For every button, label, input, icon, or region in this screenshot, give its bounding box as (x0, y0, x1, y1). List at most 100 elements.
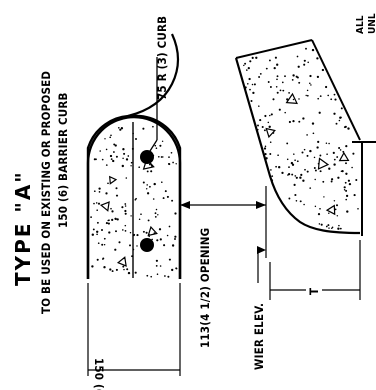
opening-dim-arrow-right (256, 201, 266, 209)
stipple-dot (300, 173, 303, 176)
stipple-dot (345, 194, 349, 198)
stipple-dot (316, 75, 320, 79)
curb-radius-leader-tick (149, 139, 158, 152)
stipple-dot (160, 156, 163, 158)
stipple-dot (109, 268, 112, 271)
stipple-dot (244, 62, 247, 65)
stipple-dot (243, 64, 245, 67)
stipple-dot (253, 83, 256, 86)
stipple-dot (174, 235, 177, 238)
stipple-dot (325, 85, 328, 89)
stipple-dot (338, 119, 341, 122)
apron-right-edge (311, 39, 361, 141)
rebar-dot-top (140, 150, 154, 164)
aggregate-triangle (116, 256, 127, 267)
aggregate-triangle (285, 92, 298, 105)
stipple-dot (353, 194, 356, 197)
stipple-dot (111, 218, 114, 222)
stipple-dot (113, 143, 116, 146)
stipple-dot (99, 150, 101, 152)
stipple-dot (288, 166, 290, 169)
stipple-dot (330, 180, 333, 183)
stipple-dot (127, 155, 130, 157)
stipple-dot (346, 210, 349, 213)
stipple-dot (142, 230, 145, 233)
stipple-dot (345, 145, 348, 148)
stipple-dot (341, 169, 344, 173)
stipple-dot (330, 178, 334, 181)
aggregate-triangle (147, 225, 158, 237)
stipple-dot (244, 86, 247, 89)
inlet-apron-section (234, 39, 376, 236)
stipple-dot (328, 212, 330, 215)
stipple-dot (158, 228, 162, 231)
stipple-dot (168, 225, 171, 228)
stipple-dot (175, 163, 177, 165)
stipple-dot (123, 268, 125, 271)
stipple-dot (310, 84, 312, 86)
stipple-dot (270, 169, 272, 171)
stipple-dot (162, 156, 164, 158)
stipple-dot (147, 219, 150, 222)
stipple-dot (276, 63, 279, 66)
stipple-dot (146, 170, 149, 173)
stipple-dot (290, 161, 294, 165)
stipple-dot (327, 224, 330, 227)
stipple-dot (261, 125, 264, 129)
stipple-dot (124, 230, 127, 232)
stipple-dot (306, 94, 309, 97)
stipple-dot (130, 215, 132, 217)
stipple-dot (317, 97, 320, 100)
stipple-dot (276, 78, 278, 81)
stipple-dot (351, 166, 353, 169)
stipple-dot (95, 202, 98, 204)
stipple-dot (171, 268, 174, 272)
stipple-dot (157, 214, 159, 216)
stipple-dot (157, 155, 160, 158)
stipple-dot (146, 192, 150, 195)
stipple-dot (107, 222, 110, 225)
stipple-dot (339, 227, 342, 230)
stipple-dot (103, 243, 106, 246)
stipple-dot (121, 206, 124, 209)
stipple-dot (338, 146, 341, 150)
stipple-dot (268, 125, 271, 128)
stipple-dot (320, 223, 323, 226)
stipple-dot (247, 66, 250, 70)
stipple-dot (298, 81, 301, 84)
concrete-stipple-apron (243, 47, 359, 230)
stipple-dot (124, 212, 127, 215)
stipple-dot (295, 176, 298, 179)
stipple-dot (115, 155, 118, 158)
stipple-dot (112, 151, 115, 153)
stipple-dot (330, 98, 333, 101)
stipple-dot (146, 184, 148, 186)
stipple-dot (168, 156, 170, 158)
stipple-dot (331, 226, 334, 228)
stipple-dot (295, 200, 298, 202)
stipple-dot (304, 168, 306, 171)
stipple-dot (98, 191, 101, 193)
stipple-dot (344, 125, 347, 128)
stipple-dot (252, 91, 255, 95)
stipple-dot (142, 181, 145, 184)
stipple-dot (96, 221, 99, 224)
stipple-dot (287, 174, 289, 176)
stipple-dot (328, 167, 331, 170)
stipple-dot (314, 169, 317, 172)
stipple-dot (269, 114, 271, 117)
stipple-dot (281, 81, 284, 84)
stipple-dot (134, 198, 137, 201)
stipple-dot (264, 153, 267, 156)
stipple-dot (295, 75, 298, 78)
stipple-dot (303, 59, 306, 62)
stipple-dot (110, 158, 113, 161)
stipple-dot (152, 125, 154, 128)
stipple-dot (347, 179, 350, 182)
stipple-dot (336, 156, 339, 158)
stipple-dot (172, 161, 174, 164)
stipple-dot (115, 268, 118, 271)
stipple-dot (122, 148, 125, 151)
stipple-dot (111, 210, 114, 213)
stipple-dot (255, 56, 258, 59)
